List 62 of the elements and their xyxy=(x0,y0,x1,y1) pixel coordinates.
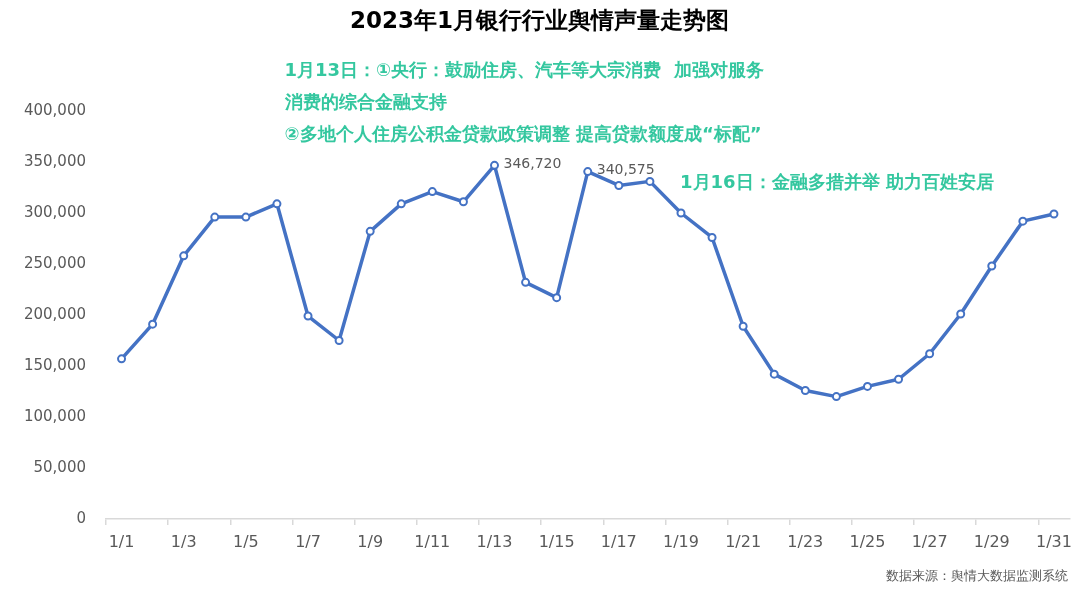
point xyxy=(831,392,841,402)
point xyxy=(1018,216,1028,226)
y-tick-label: 150,000 xyxy=(23,355,86,374)
point xyxy=(241,212,251,222)
point xyxy=(925,349,935,359)
point xyxy=(148,319,158,329)
point xyxy=(1049,209,1059,219)
x-tick-label: 1/25 xyxy=(849,531,886,551)
x-tick-label: 1/5 xyxy=(232,531,259,551)
point xyxy=(334,336,344,345)
x-tick-label: 1/21 xyxy=(725,531,762,551)
data-label: 340,575 xyxy=(596,161,655,178)
x-tick-label: 1/13 xyxy=(476,531,513,551)
x-tick-label: 1/23 xyxy=(787,531,824,551)
point xyxy=(117,354,127,364)
point xyxy=(552,293,562,303)
source-note: 数据来源：舆情大数据监测系统 xyxy=(886,568,1068,584)
x-tick-label: 1/19 xyxy=(663,531,699,551)
x-tick-label: 1/7 xyxy=(295,531,321,551)
y-tick-label: 400,000 xyxy=(23,100,86,119)
point xyxy=(707,232,717,242)
y-tick-label: 0 xyxy=(76,508,86,527)
x-tick-label: 1/3 xyxy=(170,531,197,551)
point xyxy=(521,277,531,287)
point xyxy=(862,381,872,391)
y-tick-label: 250,000 xyxy=(23,253,86,272)
point xyxy=(956,309,966,319)
point xyxy=(179,251,189,261)
point xyxy=(458,197,468,207)
point xyxy=(272,199,282,209)
y-tick-label: 50,000 xyxy=(33,457,86,476)
point xyxy=(210,212,220,222)
annotation: 1月16日：金融多措并举 助力百姓安居 xyxy=(680,170,994,192)
point xyxy=(583,167,593,177)
data-label: 346,720 xyxy=(503,154,562,171)
point xyxy=(800,385,810,395)
point xyxy=(645,176,655,186)
point xyxy=(303,311,313,321)
point xyxy=(365,226,375,236)
point xyxy=(490,160,499,170)
x-tick-label: 1/31 xyxy=(1035,531,1072,551)
x-tick-label: 1/9 xyxy=(357,531,384,551)
y-tick-label: 300,000 xyxy=(23,202,86,221)
x-tick-label: 1/11 xyxy=(414,531,451,551)
x-tick-label: 1/27 xyxy=(911,531,948,551)
point xyxy=(738,321,748,331)
x-tick-label: 1/1 xyxy=(108,531,135,551)
y-tick-label: 350,000 xyxy=(23,151,86,170)
point xyxy=(676,208,686,218)
y-tick-label: 200,000 xyxy=(23,304,86,323)
point xyxy=(894,374,904,384)
point xyxy=(614,180,624,190)
annotation: 1月13日：①央行：鼓励住房、汽车等大宗消费 加强对服务消费的综合金融支持 ②多地个人住房公积金贷款政策调整 提高贷款额度成“标配” xyxy=(283,59,764,145)
chart-title: 2023年1月银行行业舆情声量走势图 xyxy=(349,6,730,33)
point xyxy=(769,369,779,379)
point xyxy=(427,187,437,197)
point xyxy=(987,261,997,271)
y-tick-label: 100,000 xyxy=(23,406,86,425)
x-tick-label: 1/17 xyxy=(600,531,637,551)
x-tick-label: 1/15 xyxy=(538,531,575,551)
x-tick-label: 1/29 xyxy=(973,531,1010,551)
point xyxy=(396,199,406,209)
